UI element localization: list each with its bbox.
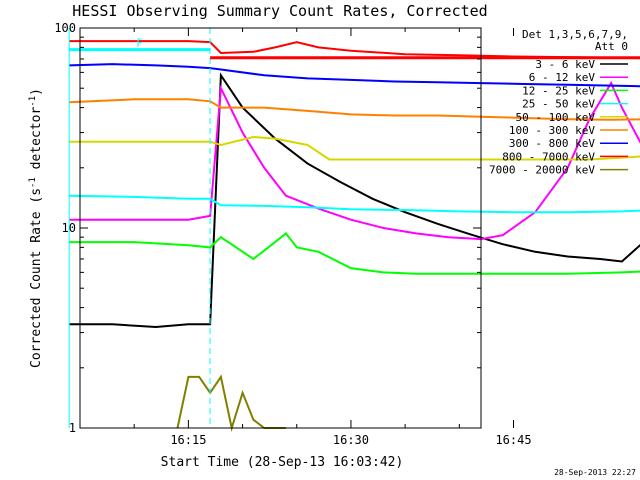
series-line-12-25-kev <box>69 231 640 275</box>
y-axis-label-part: ) <box>29 88 44 96</box>
y-tick-label: 10 <box>62 221 76 235</box>
y-axis-label-part: detector <box>29 107 44 178</box>
x-tick-label: 16:45 <box>495 433 531 447</box>
plot-frame <box>79 27 482 429</box>
series-line-100-300-kev <box>69 98 640 121</box>
x-axis-label: Start Time (28-Sep-13 16:03:42) <box>161 455 404 470</box>
y-tick-label: 100 <box>54 21 76 35</box>
series-line-25-50-kev <box>69 194 640 214</box>
chart-title: HESSI Observing Summary Count Rates, Cor… <box>72 2 487 20</box>
plot-timestamp: 28-Sep-2013 22:27 <box>554 468 636 477</box>
series-line-50-100-kev <box>69 135 640 161</box>
legend-label: 12 - 25 keV <box>522 84 595 97</box>
y-axis-label-part: Corrected Count Rate (s <box>29 188 44 368</box>
x-tick-label: 16:30 <box>333 433 369 447</box>
legend-label: 50 - 100 keV <box>516 111 596 124</box>
y-axis-label-superscript: -1 <box>28 177 38 188</box>
series-line-7000-20000-kev <box>176 374 286 432</box>
legend-label: 300 - 800 keV <box>509 137 595 150</box>
y-axis-label-superscript: -1 <box>28 96 38 107</box>
legend-label: 6 - 12 keV <box>529 71 596 84</box>
legend-label: 7000 - 20000 keV <box>489 164 595 177</box>
series-layer <box>69 40 640 432</box>
legend-label: 25 - 50 keV <box>522 98 595 111</box>
legend-label: 3 - 6 keV <box>535 58 595 71</box>
legend-label: 100 - 300 keV <box>509 124 595 137</box>
flag-bars: FS <box>69 37 640 60</box>
series-line-300-800-kev <box>69 63 640 88</box>
legend-header-line: Att 0 <box>595 40 628 53</box>
x-tick-label: 16:15 <box>170 433 206 447</box>
legend-header-line: Det 1,3,5,6,7,9, <box>522 28 628 41</box>
y-axis-label: Corrected Count Rate (s-1 detector-1) <box>28 88 44 368</box>
series-line-3-6-kev <box>69 72 640 329</box>
y-tick-label: 1 <box>69 421 76 435</box>
series-line-6-12-kev <box>69 80 640 241</box>
flag-bar-label: F <box>136 37 143 50</box>
vertical-markers <box>68 28 211 428</box>
legend-label: 800 - 7000 keV <box>502 150 595 163</box>
